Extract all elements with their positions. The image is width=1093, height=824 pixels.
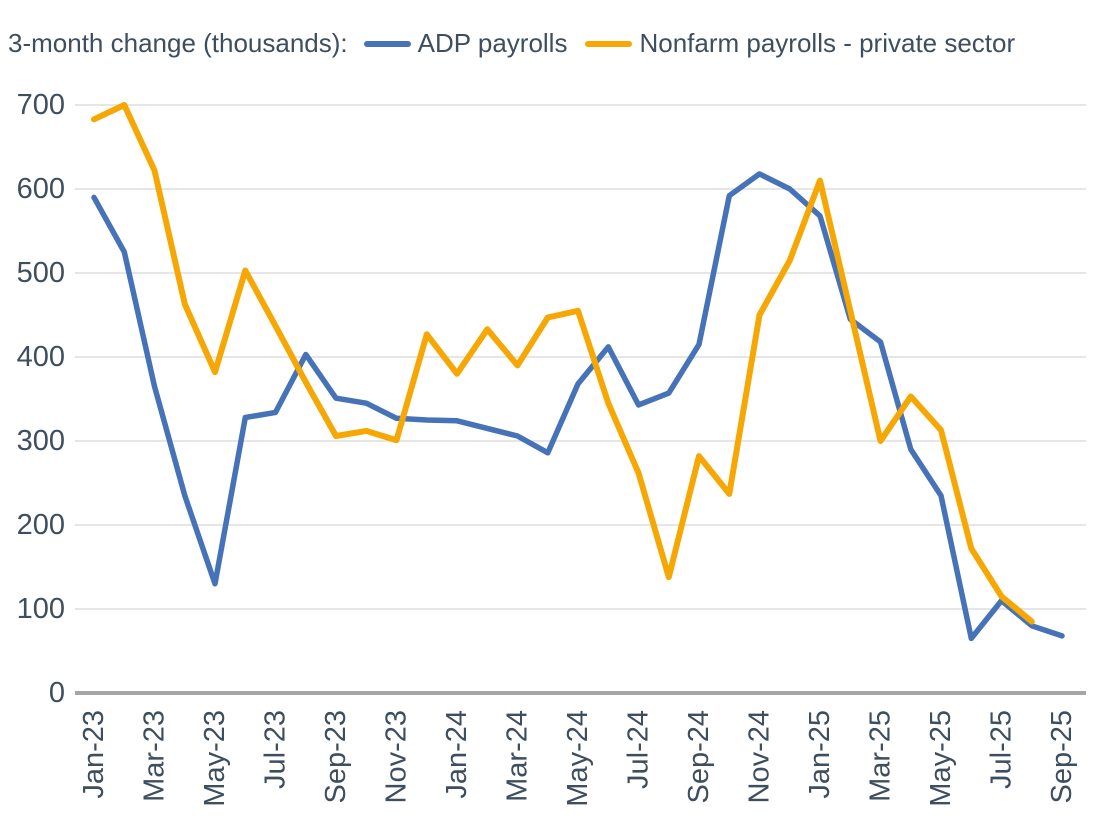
x-tick-label: May-25 [925, 710, 957, 807]
x-tick-label: Mar-23 [139, 710, 171, 802]
x-tick-label: Jul-23 [260, 710, 292, 789]
legend-label-nonfarm: Nonfarm payrolls - private sector [639, 28, 1016, 58]
x-tick-label: Jan-25 [804, 710, 836, 799]
y-tick-label: 500 [17, 257, 65, 289]
series-line-nonfarm-private [91, 102, 1035, 625]
x-tick-label: Mar-24 [502, 710, 534, 802]
x-tick-label: Sep-25 [1046, 710, 1078, 804]
y-tick-label: 700 [17, 89, 65, 121]
x-tick-label: Jul-25 [986, 710, 1018, 789]
y-tick-label: 0 [49, 677, 65, 709]
x-tick-label: May-23 [199, 710, 231, 807]
x-tick-label: Nov-23 [381, 710, 413, 804]
legend-swatch-nonfarm-icon [585, 40, 633, 47]
x-tick-label: Jan-24 [441, 710, 473, 799]
x-tick-label: Mar-25 [865, 710, 897, 802]
legend-label-adp: ADP payrolls [417, 28, 568, 58]
y-tick-label: 300 [17, 425, 65, 457]
x-tick-label: Jul-24 [623, 710, 655, 789]
y-tick-label: 600 [17, 173, 65, 205]
legend-item-adp: ADP payrolls [363, 28, 568, 59]
y-tick-label: 400 [17, 341, 65, 373]
x-tick-label: Nov-24 [744, 710, 776, 804]
y-tick-label: 100 [17, 593, 65, 625]
chart-header: 3-month change (thousands): ADP payrolls… [8, 28, 1093, 59]
x-tick-label: Sep-24 [683, 710, 715, 804]
legend-swatch-adp-icon [363, 40, 411, 47]
x-tick-label: May-24 [562, 710, 594, 807]
chart-title: 3-month change (thousands): [8, 28, 348, 58]
y-tick-label: 200 [17, 509, 65, 541]
x-tick-label: Jan-23 [78, 710, 110, 799]
x-tick-label: Sep-23 [320, 710, 352, 804]
legend-item-nonfarm: Nonfarm payrolls - private sector [585, 28, 1015, 59]
